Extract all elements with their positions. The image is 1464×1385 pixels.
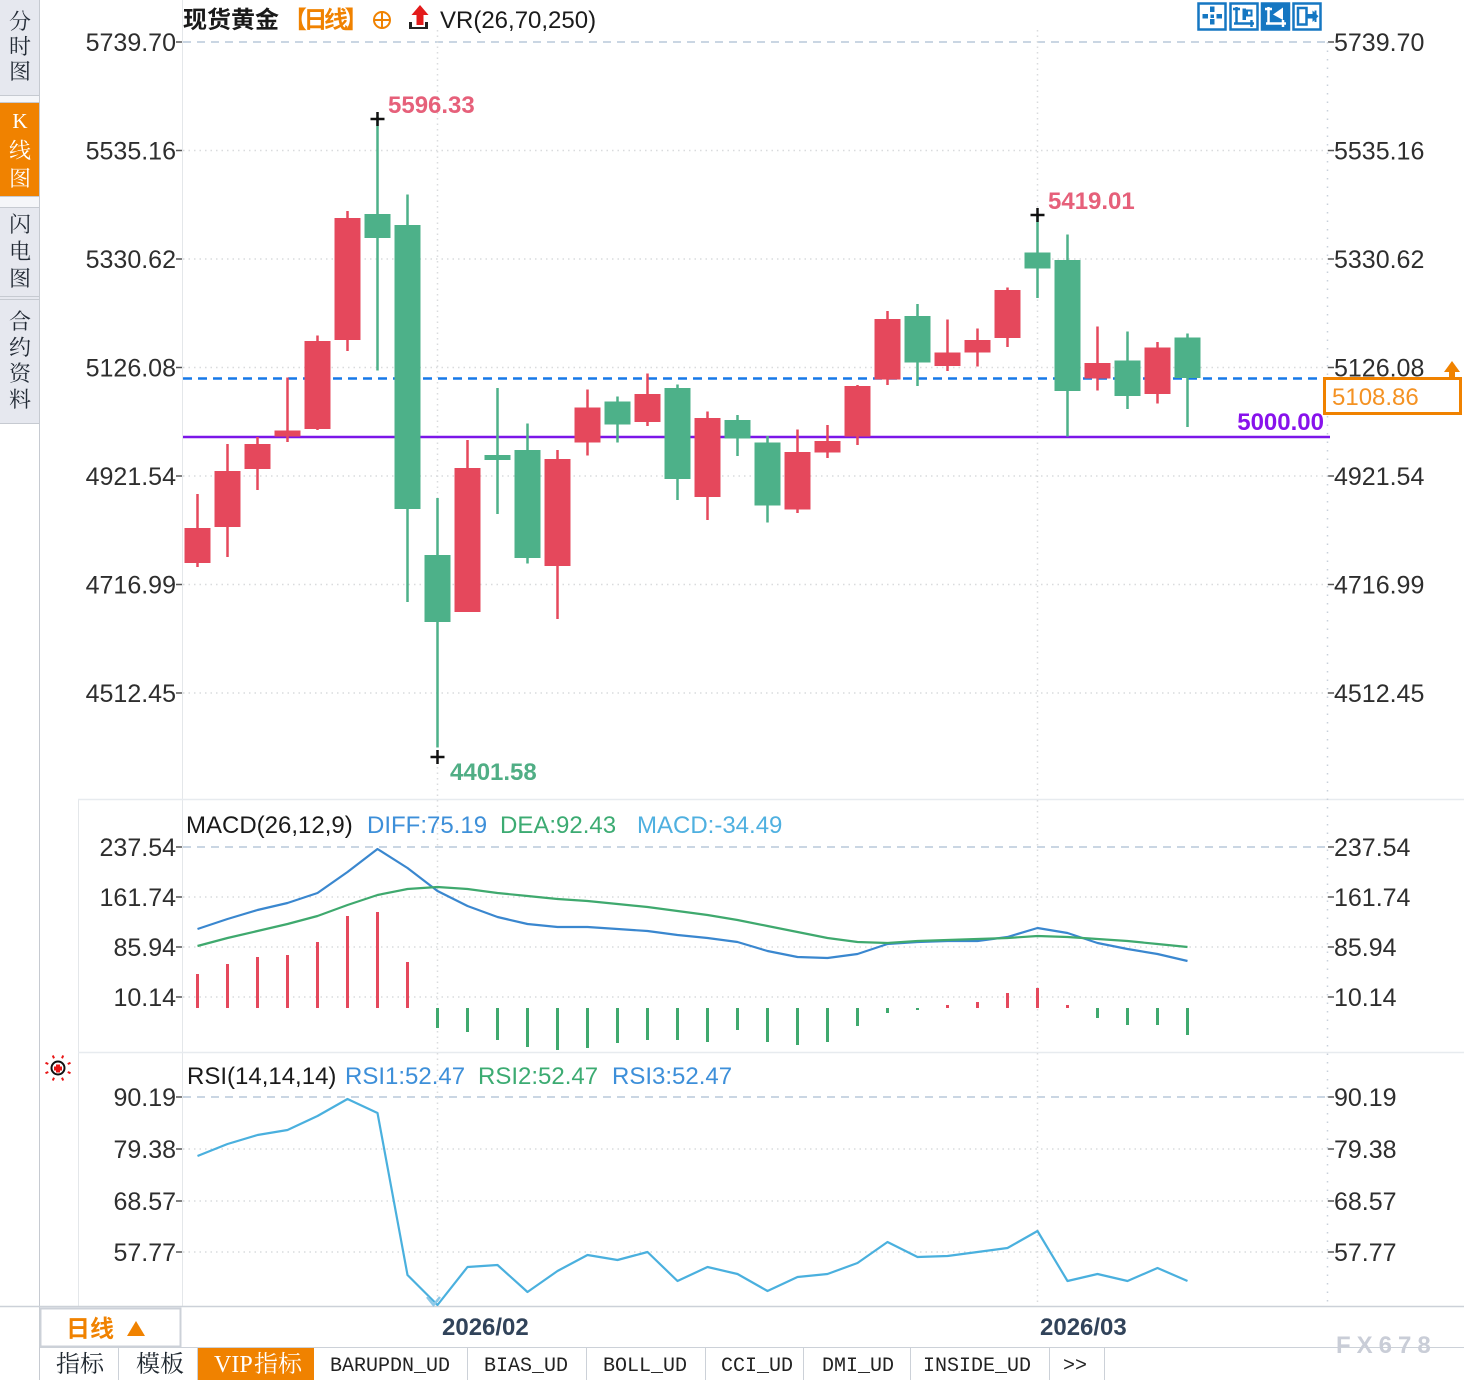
svg-text:5739.70: 5739.70	[1334, 29, 1424, 57]
svg-text:237.54: 237.54	[1334, 834, 1411, 862]
svg-text:5535.16: 5535.16	[86, 138, 176, 166]
svg-text:85.94: 85.94	[1334, 934, 1397, 962]
svg-text:VR(26,70,250): VR(26,70,250)	[440, 7, 596, 34]
svg-text:57.77: 57.77	[1334, 1239, 1397, 1267]
svg-text:5535.16: 5535.16	[1334, 138, 1424, 166]
svg-text:FX678: FX678	[1336, 1332, 1437, 1359]
svg-text:161.74: 161.74	[100, 884, 177, 912]
svg-text:5739.70: 5739.70	[86, 29, 176, 57]
svg-text:237.54: 237.54	[100, 834, 177, 862]
svg-text:5126.08: 5126.08	[86, 355, 176, 383]
svg-text:RSI2:52.47: RSI2:52.47	[478, 1063, 598, 1090]
svg-text:BIAS_UD: BIAS_UD	[484, 1355, 568, 1378]
svg-text:79.38: 79.38	[1334, 1136, 1397, 1164]
svg-text:RSI1:52.47: RSI1:52.47	[345, 1063, 465, 1090]
svg-text:>>: >>	[1063, 1355, 1087, 1378]
svg-text:DMI_UD: DMI_UD	[822, 1355, 894, 1378]
svg-text:161.74: 161.74	[1334, 884, 1411, 912]
svg-text:4716.99: 4716.99	[86, 572, 176, 600]
svg-text:90.19: 90.19	[1334, 1084, 1397, 1112]
svg-text:DEA:92.43: DEA:92.43	[500, 812, 616, 839]
svg-text:4716.99: 4716.99	[1334, 572, 1424, 600]
svg-text:5596.33: 5596.33	[388, 92, 475, 119]
svg-text:RSI(14,14,14): RSI(14,14,14)	[187, 1063, 336, 1090]
svg-text:2026/03: 2026/03	[1040, 1314, 1127, 1341]
svg-text:85.94: 85.94	[113, 934, 176, 962]
svg-text:68.57: 68.57	[1334, 1188, 1397, 1216]
svg-text:4512.45: 4512.45	[86, 680, 176, 708]
svg-text:MACD(26,12,9): MACD(26,12,9)	[186, 812, 353, 839]
svg-text:68.57: 68.57	[113, 1188, 176, 1216]
svg-text:5330.62: 5330.62	[1334, 246, 1424, 274]
svg-text:MACD:-34.49: MACD:-34.49	[637, 812, 782, 839]
svg-text:5330.62: 5330.62	[86, 246, 176, 274]
svg-text:K: K	[12, 109, 27, 133]
svg-text:5108.86: 5108.86	[1332, 384, 1419, 411]
svg-text:CCI_UD: CCI_UD	[721, 1355, 793, 1378]
svg-text:10.14: 10.14	[113, 984, 176, 1012]
svg-text:57.77: 57.77	[113, 1239, 176, 1267]
svg-text:10.14: 10.14	[1334, 984, 1397, 1012]
svg-text:4401.58: 4401.58	[450, 759, 537, 786]
svg-text:79.38: 79.38	[113, 1136, 176, 1164]
svg-text:BARUPDN_UD: BARUPDN_UD	[330, 1355, 450, 1378]
svg-text:5000.00: 5000.00	[1237, 409, 1324, 436]
svg-text:VIP: VIP	[214, 1352, 253, 1378]
svg-text:4921.54: 4921.54	[86, 463, 176, 491]
svg-text:5419.01: 5419.01	[1048, 188, 1135, 215]
svg-text:4512.45: 4512.45	[1334, 680, 1424, 708]
svg-text:RSI3:52.47: RSI3:52.47	[612, 1063, 732, 1090]
svg-text:4921.54: 4921.54	[1334, 463, 1424, 491]
svg-text:INSIDE_UD: INSIDE_UD	[923, 1355, 1031, 1378]
svg-text:BOLL_UD: BOLL_UD	[603, 1355, 687, 1378]
svg-text:90.19: 90.19	[113, 1084, 176, 1112]
svg-text:2026/02: 2026/02	[442, 1314, 529, 1341]
svg-text:DIFF:75.19: DIFF:75.19	[367, 812, 487, 839]
